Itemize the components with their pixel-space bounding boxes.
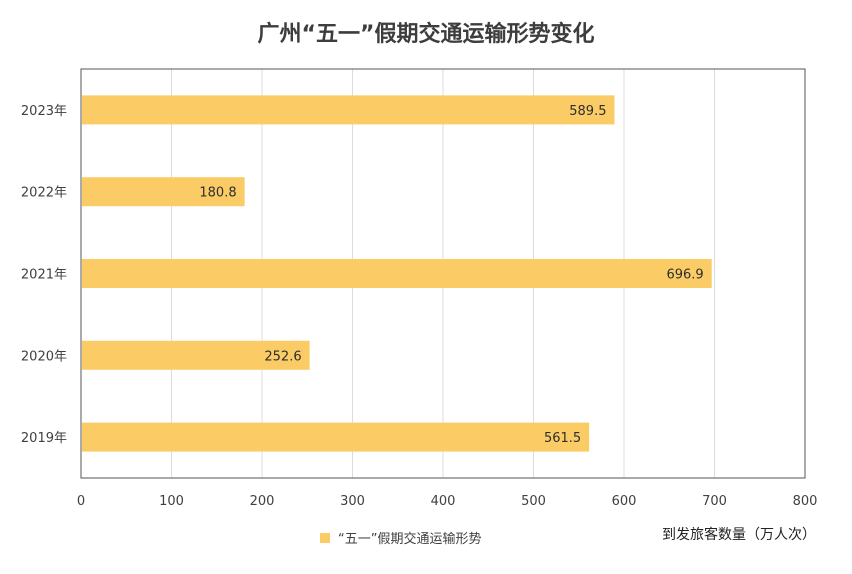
chart-title: 广州“五一”假期交通运输形势变化 [257, 22, 595, 47]
x-tick-label: 0 [77, 494, 85, 509]
bar [82, 259, 712, 288]
x-tick-label: 500 [521, 494, 546, 509]
x-axis-ticks: 0 100 200 300 400 500 600 700 800 [77, 494, 818, 509]
bars: 589.5 180.8 696.9 252.6 561.5 [82, 95, 712, 452]
bar [82, 340, 310, 370]
legend-label: “五一”假期交通运输形势 [338, 532, 482, 547]
x-tick-label: 800 [793, 494, 818, 509]
x-tick-label: 400 [431, 494, 456, 509]
x-tick-label: 300 [340, 494, 365, 509]
data-label: 180.8 [199, 186, 236, 201]
y-tick-label: 2023年 [21, 104, 67, 119]
x-tick-label: 600 [612, 494, 637, 509]
y-tick-label: 2019年 [21, 431, 67, 446]
data-label: 696.9 [666, 268, 703, 283]
plot-frame [80, 68, 806, 479]
y-tick-label: 2022年 [21, 186, 67, 201]
legend-swatch [320, 532, 330, 543]
bar [82, 95, 615, 125]
bar [82, 177, 245, 207]
legend: “五一”假期交通运输形势 [320, 528, 481, 547]
data-label: 589.5 [569, 104, 606, 119]
y-axis-ticks: 2023年 2022年 2021年 2020年 2019年 [21, 104, 67, 446]
data-label: 252.6 [264, 349, 301, 364]
x-tick-label: 100 [159, 494, 184, 509]
y-tick-label: 2021年 [21, 268, 67, 283]
x-tick-label: 200 [250, 494, 275, 509]
x-axis-title: 到发旅客数量（万人次） [662, 527, 816, 543]
y-tick-label: 2020年 [21, 349, 67, 364]
bar [82, 422, 590, 452]
data-label: 561.5 [544, 431, 581, 446]
x-tick-label: 700 [702, 494, 727, 509]
